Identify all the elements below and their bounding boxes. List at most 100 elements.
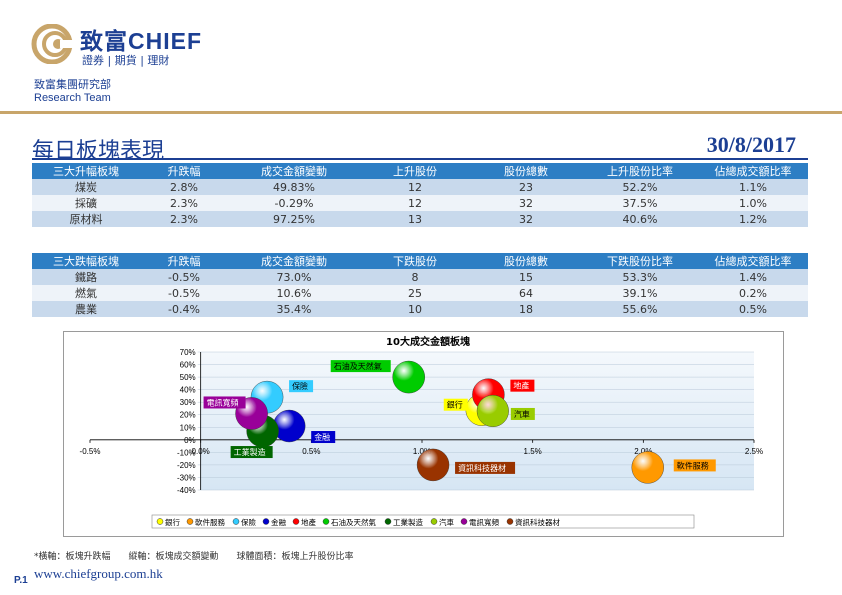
legend-marker — [384, 518, 392, 525]
table-cell: 2.3% — [140, 195, 228, 211]
table-cell: 32 — [470, 195, 582, 211]
top-losers-table: 三大跌幅板塊 升跌幅 成交金額變動 下跌股份 股份總數 下跌股份比率 佔總成交額… — [32, 253, 808, 317]
bubble-label-bg — [230, 446, 273, 459]
bubble-label: 汽車 — [514, 409, 530, 419]
brand-subtitle: 證券 | 期貨 | 理財 — [82, 54, 170, 67]
x-tick-label: 2.5% — [745, 447, 763, 456]
column-header: 下跌股份比率 — [582, 253, 698, 269]
column-header: 上升股份比率 — [582, 163, 698, 179]
table-header-row: 三大跌幅板塊 升跌幅 成交金額變動 下跌股份 股份總數 下跌股份比率 佔總成交額… — [32, 253, 808, 269]
legend-marker — [506, 518, 514, 525]
y-tick-label: 40% — [180, 386, 196, 395]
page-number: P.1 — [14, 575, 28, 586]
table-cell: 12 — [360, 179, 470, 195]
chart-title: 10大成交金額板塊 — [386, 335, 470, 348]
y-tick-label: -30% — [177, 473, 196, 482]
column-header: 佔總成交額比率 — [698, 253, 808, 269]
legend-label: 保險 — [241, 517, 256, 527]
table-cell: 49.83% — [228, 179, 360, 195]
bubble-label: 工業製造 — [234, 447, 266, 457]
title-divider — [32, 158, 808, 160]
sector-name: 原材料 — [32, 211, 140, 227]
bubble-label-bg — [510, 379, 535, 392]
column-header: 下跌股份 — [360, 253, 470, 269]
table-cell: -0.29% — [228, 195, 360, 211]
research-team-cn: 致富集團研究部 — [34, 78, 111, 91]
legend-marker — [156, 518, 164, 525]
x-tick-label: -0.5% — [80, 447, 101, 456]
table-row: 採礦 2.3% -0.29% 12 32 37.5% 1.0% — [32, 195, 808, 211]
legend-label: 汽車 — [439, 517, 454, 527]
bubble-chart-canvas: 10大成交金額板塊 70% 60% 50% 40% 30% 20% 10% 0% -10% -20… — [80, 335, 763, 529]
brand-name: 致富CHIEF — [80, 28, 202, 55]
y-tick-label: 20% — [180, 411, 196, 420]
y-tick-label: 50% — [180, 373, 196, 382]
legend-label: 電訊寬頻 — [469, 517, 499, 527]
y-tick-label: -20% — [177, 461, 196, 470]
table-cell: 1.2% — [698, 211, 808, 227]
legend-marker — [262, 518, 270, 525]
website-link[interactable]: www.chiefgroup.com.hk — [34, 566, 163, 581]
column-header: 三大升幅板塊 — [32, 163, 140, 179]
table-cell: -0.5% — [140, 269, 228, 285]
column-header: 升跌幅 — [140, 163, 228, 179]
x-tick-label: 0.5% — [302, 447, 320, 456]
chart-footnote: *橫軸：板塊升跌幅 縱軸：板塊成交額變動 球體面積：板塊上升股份比率 — [34, 552, 354, 562]
research-team-en: Research Team — [34, 92, 111, 104]
sector-bubble-chart: 10大成交金額板塊 70% 60% 50% 40% 30% 20% 10% 0% -10% -20… — [63, 331, 784, 537]
table-cell: 55.6% — [582, 301, 698, 317]
table-cell: -0.4% — [140, 301, 228, 317]
column-header: 佔總成交額比率 — [698, 163, 808, 179]
table-cell: 2.3% — [140, 211, 228, 227]
bubble-label: 地產 — [513, 381, 529, 391]
legend-label: 石油及天然氣 — [331, 517, 376, 527]
legend-marker — [232, 518, 240, 525]
table-cell: 35.4% — [228, 301, 360, 317]
bubble-label: 銀行 — [447, 400, 463, 410]
table-cell: 23 — [470, 179, 582, 195]
bubble-label-bg — [455, 461, 516, 474]
table-cell: 0.5% — [698, 301, 808, 317]
legend-label: 軟件服務 — [195, 517, 225, 527]
legend-label: 金融 — [271, 517, 286, 527]
bubble-label: 資訊科技器材 — [458, 463, 506, 473]
sector-name: 煤炭 — [32, 179, 140, 195]
table-cell: 73.0% — [228, 269, 360, 285]
legend-label: 工業製造 — [393, 517, 423, 527]
bubble-label-bg — [203, 396, 246, 409]
legend-marker — [460, 518, 468, 525]
bubble-資訊科技器材 — [416, 448, 450, 482]
x-tick-label: 1.5% — [524, 447, 542, 456]
report-date: 30/8/2017 — [706, 132, 796, 157]
table-cell: 12 — [360, 195, 470, 211]
bubble-label: 電訊寬頻 — [207, 397, 239, 407]
chief-logo-icon — [31, 24, 74, 64]
table-cell: 13 — [360, 211, 470, 227]
table-cell: 8 — [360, 269, 470, 285]
table-cell: 18 — [470, 301, 582, 317]
legend-label: 資訊科技器材 — [515, 517, 560, 527]
bubble-label-bg — [673, 459, 716, 472]
table-cell: 25 — [360, 285, 470, 301]
table-row: 原材料 2.3% 97.25% 13 32 40.6% 1.2% — [32, 211, 808, 227]
page-title: 每日板塊表現 — [32, 139, 165, 164]
bubble-label-bg — [289, 380, 314, 393]
table-cell: 2.8% — [140, 179, 228, 195]
bubble-label: 保險 — [292, 381, 308, 391]
bubble-label-bg — [443, 398, 468, 411]
bubble-汽車 — [476, 394, 509, 428]
y-tick-label: 70% — [180, 348, 196, 357]
column-header: 成交金額變動 — [228, 163, 360, 179]
sector-name: 鐵路 — [32, 269, 140, 285]
table-cell: 1.4% — [698, 269, 808, 285]
table-cell: 64 — [470, 285, 582, 301]
column-header: 股份總數 — [470, 163, 582, 179]
sector-name: 農業 — [32, 301, 140, 317]
sector-name: 採礦 — [32, 195, 140, 211]
table-cell: 1.0% — [698, 195, 808, 211]
sector-name: 燃氣 — [32, 285, 140, 301]
table-row: 鐵路 -0.5% 73.0% 8 15 53.3% 1.4% — [32, 269, 808, 285]
bubble-label-bg — [311, 431, 336, 444]
table-row: 燃氣 -0.5% 10.6% 25 64 39.1% 0.2% — [32, 285, 808, 301]
legend-label: 地產 — [301, 517, 316, 527]
